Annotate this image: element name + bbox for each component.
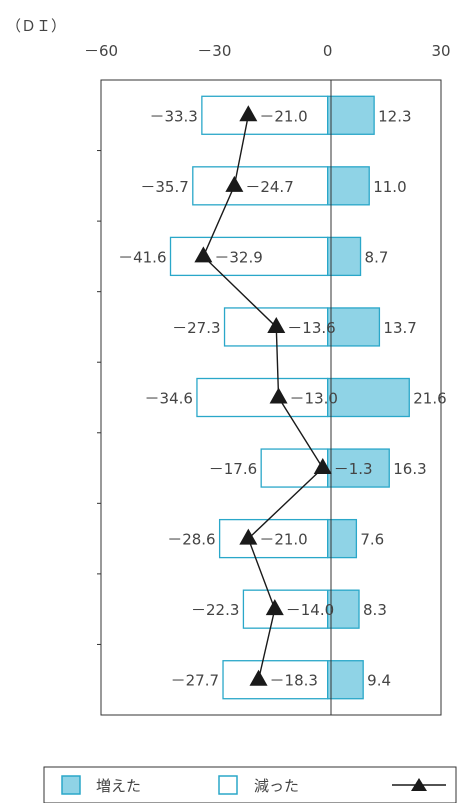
increase-bar (327, 589, 360, 629)
di-value-label: －24.7 (245, 178, 293, 196)
legend-label-decrease: 減った (254, 777, 299, 795)
decrease-bar (192, 166, 329, 206)
decrease-bar (201, 95, 329, 135)
x-axis-ticks: －60 －30 0 30 (84, 42, 451, 60)
plot-frame (100, 79, 442, 716)
increase-value-label: 8.7 (365, 248, 389, 266)
increase-bar (327, 95, 375, 135)
di-value-label: －32.9 (214, 248, 262, 266)
decrease-value-label: －17.6 (209, 460, 257, 478)
x-tick-label: 0 (323, 42, 333, 60)
decrease-value-label: －34.6 (145, 390, 193, 408)
di-value-label: －18.3 (270, 672, 318, 690)
increase-bar (327, 660, 364, 700)
di-triangle-marker (267, 316, 286, 333)
unit-label: （ＤＩ） (6, 17, 66, 35)
legend: 増えた 減った (43, 766, 457, 803)
decrease-value-label: －35.7 (140, 178, 188, 196)
increase-bar (327, 307, 381, 347)
di-triangle-marker (249, 669, 268, 686)
di-value-label: －13.6 (287, 319, 335, 337)
x-tick-label: －30 (197, 42, 231, 60)
di-triangle-marker (313, 458, 332, 475)
decrease-value-label: －22.3 (191, 601, 239, 619)
di-value-label: －14.0 (286, 601, 334, 619)
legend-swatch-decrease (218, 775, 238, 795)
di-triangle-marker (265, 599, 284, 616)
decrease-bar (242, 589, 329, 629)
increase-value-label: 11.0 (373, 178, 406, 196)
decrease-value-label: －33.3 (149, 107, 197, 125)
increase-bar (327, 377, 410, 418)
decrease-value-label: －27.3 (172, 319, 220, 337)
decrease-bars (169, 95, 329, 700)
increase-bar (327, 166, 370, 206)
legend-frame (43, 766, 457, 803)
increase-value-label: 7.6 (360, 531, 384, 549)
increase-bar (327, 518, 358, 559)
di-value-label: －21.0 (259, 107, 307, 125)
di-value-label: －1.3 (334, 460, 373, 478)
x-tick-label: －60 (84, 42, 118, 60)
di-value-label: －21.0 (259, 531, 307, 549)
decrease-value-label: －28.6 (167, 531, 215, 549)
increase-bar (327, 448, 390, 488)
increase-bar (327, 236, 362, 277)
decrease-value-label: －41.6 (118, 248, 166, 266)
di-triangle-marker (239, 528, 258, 545)
increase-value-label: 13.7 (383, 319, 416, 337)
di-triangle-marker (194, 246, 213, 263)
increase-value-label: 12.3 (378, 107, 411, 125)
decrease-bar (260, 448, 329, 488)
di-line-series (194, 105, 332, 686)
di-triangle-marker (225, 175, 244, 192)
data-labels: －33.3 12.3 －35.7 11.0 －41.6 8.7 －27.3 13.7 －34.6… (118, 107, 447, 689)
legend-swatch-increase (61, 775, 81, 795)
legend-label-increase: 増えた (96, 777, 141, 795)
legend-triangle-marker (411, 778, 427, 791)
increase-value-label: 21.6 (413, 390, 446, 408)
increase-value-label: 9.4 (367, 672, 391, 690)
x-tick-label: 30 (431, 42, 450, 60)
di-triangle-marker (239, 105, 258, 122)
increase-value-label: 8.3 (363, 601, 387, 619)
decrease-value-label: －27.7 (171, 672, 219, 690)
increase-value-label: 16.3 (393, 460, 426, 478)
di-value-label: －13.0 (290, 390, 338, 408)
increase-bars (327, 95, 410, 700)
di-triangle-marker (269, 387, 288, 404)
left-axis-ticks (97, 150, 101, 645)
